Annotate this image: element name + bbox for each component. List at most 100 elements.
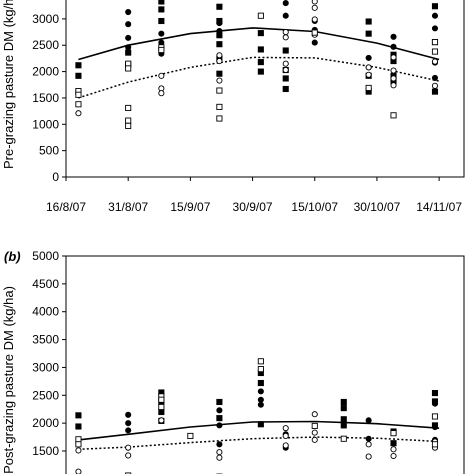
y-tick-label: 500 <box>39 144 59 158</box>
y-tick-label: 3500 <box>32 333 59 347</box>
open-circle-point <box>282 66 289 74</box>
filled-circle-point <box>125 34 132 41</box>
open-square-point <box>125 117 132 124</box>
filled-square-point <box>282 47 289 54</box>
open-square-point <box>431 441 439 448</box>
open-circle-point <box>75 468 82 474</box>
open-square-point <box>365 84 372 91</box>
open-circle-point <box>216 52 223 59</box>
open-square-point <box>431 413 439 420</box>
open-square-point <box>390 430 397 437</box>
open-square-point <box>340 435 347 442</box>
filled-square-point <box>216 70 223 77</box>
filled-square-point <box>431 422 439 429</box>
filled-square-point <box>158 6 165 13</box>
y-tick-label: 1000 <box>32 117 59 131</box>
open-circle-point <box>282 34 289 41</box>
filled-circle-point <box>125 411 132 418</box>
open-circle-point <box>431 58 439 65</box>
open-circle-point <box>158 417 165 424</box>
y-tick-label: 2500 <box>32 38 59 52</box>
open-circle-point <box>282 29 289 36</box>
filled-square-point <box>340 416 347 423</box>
open-circle-point <box>365 64 372 71</box>
open-square-point <box>216 103 223 110</box>
y-tick-label: 1500 <box>32 91 59 105</box>
open-circle-point <box>311 429 318 436</box>
open-square-point <box>311 422 318 429</box>
filled-square-point <box>431 390 439 397</box>
filled-square-point <box>216 398 223 406</box>
open-circle-point <box>282 432 289 440</box>
open-circle-point <box>390 75 397 82</box>
filled-circle-point <box>282 0 289 7</box>
open-circle-point <box>216 77 223 84</box>
open-circle-point <box>311 0 318 5</box>
y-tick-label: 2000 <box>32 416 59 430</box>
open-square-point <box>257 358 264 365</box>
filled-square-point <box>390 440 397 447</box>
filled-square-point <box>257 379 264 387</box>
filled-circle-point <box>125 44 132 51</box>
filled-square-point <box>75 72 82 79</box>
open-square-point <box>187 432 194 440</box>
open-square-point <box>125 472 132 474</box>
open-circle-point <box>158 90 165 97</box>
y-tick-label: 4000 <box>32 305 59 319</box>
filled-square-point <box>75 62 82 69</box>
filled-circle-point <box>431 74 439 81</box>
post-grazing-panel: (b) 1500 2000 2500 3000 3500 4000 4500 5000 Pos… <box>1 249 465 474</box>
open-square-point <box>158 396 165 403</box>
filled-square-point <box>257 46 264 53</box>
filled-circle-point <box>257 388 264 395</box>
filled-square-point <box>257 30 264 37</box>
filled-circle-point <box>390 43 397 50</box>
pre-grazing-panel: 0 500 1000 1500 2000 2500 3000 16/8/07 31/8/07 15… <box>1 0 465 214</box>
filled-square-point <box>340 422 347 429</box>
y-tick-label: 4500 <box>32 277 59 291</box>
open-square-point <box>257 366 264 373</box>
open-circle-point <box>390 82 397 89</box>
open-square-point <box>311 29 318 36</box>
x-tick-label: 30/9/07 <box>233 200 273 214</box>
open-square-point <box>216 87 223 94</box>
y-tick-label: 5000 <box>32 249 59 263</box>
open-circle-point <box>311 436 318 443</box>
panel-b-label: (b) <box>4 249 21 264</box>
filled-circle-point <box>365 54 372 61</box>
filled-square-point <box>257 421 264 428</box>
filled-square-point <box>365 18 372 25</box>
open-circle-point <box>365 71 372 78</box>
filled-square-point <box>257 68 264 75</box>
filled-square-point <box>75 412 82 419</box>
post-grazing-y-axis-title: Post-grazing pasture DM (kg/ha) <box>1 286 16 474</box>
plot-area-frame <box>65 0 465 178</box>
open-circle-point <box>311 411 318 418</box>
open-circle-point <box>282 425 289 432</box>
filled-square-point <box>431 398 439 405</box>
filled-square-point <box>216 415 223 422</box>
open-circle-point <box>390 67 397 74</box>
open-circle-point <box>75 110 82 117</box>
open-circle-point <box>216 454 223 461</box>
filled-circle-point <box>365 417 372 424</box>
open-square-point <box>158 46 165 54</box>
filled-circle-point <box>216 407 223 414</box>
open-square-point <box>390 112 397 119</box>
x-tick-label: 30/10/07 <box>354 200 401 214</box>
filled-circle-point <box>390 33 397 40</box>
open-circle-point <box>390 54 397 61</box>
filled-circle-point <box>311 39 318 46</box>
open-circle-point <box>125 452 132 459</box>
open-square-point <box>431 39 439 46</box>
open-square-point <box>257 12 264 19</box>
open-circle-point <box>390 452 397 460</box>
filled-circle-point <box>216 441 223 448</box>
x-tick-label: 15/10/07 <box>291 200 338 214</box>
dotted-fit-line <box>78 56 440 99</box>
open-circle-point <box>216 449 223 456</box>
filled-square-point <box>216 32 223 39</box>
filled-square-point <box>216 41 223 48</box>
filled-square-point <box>75 423 82 430</box>
